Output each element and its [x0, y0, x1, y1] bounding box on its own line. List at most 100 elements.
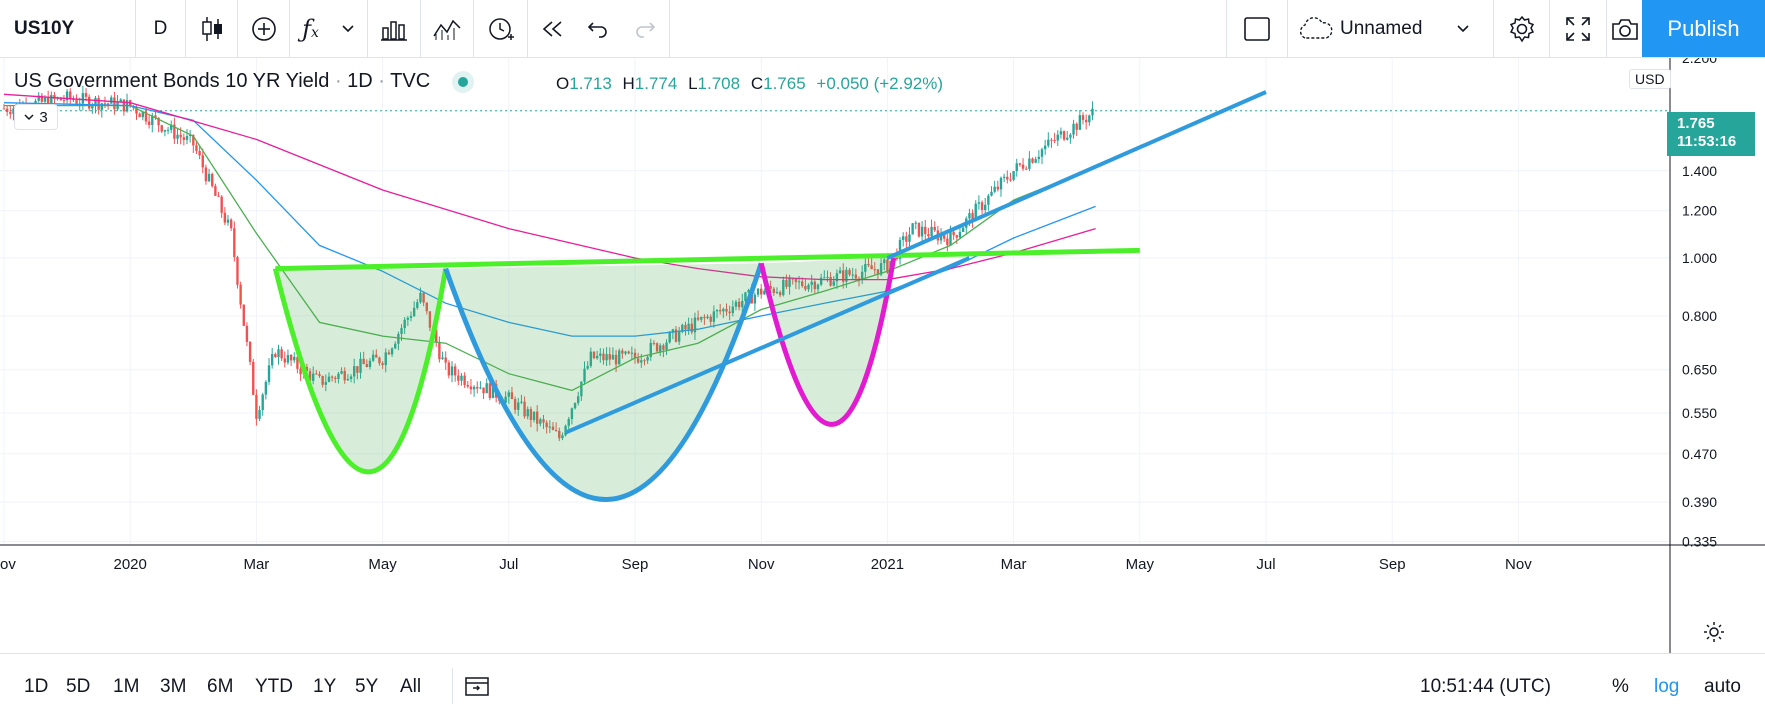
chart-type-button[interactable] [186, 0, 238, 57]
candle-body [1009, 179, 1012, 181]
range-button-5d[interactable]: 5D [66, 676, 91, 697]
axis-settings-button[interactable] [1670, 612, 1758, 652]
publish-button[interactable]: Publish [1642, 0, 1765, 57]
auto-scale-toggle[interactable]: auto [1704, 676, 1741, 697]
alert-button[interactable] [474, 0, 528, 57]
candle-body [286, 354, 290, 363]
candle-body [674, 329, 678, 342]
percent-scale-toggle[interactable]: % [1612, 676, 1629, 697]
range-button-ytd[interactable]: YTD [255, 676, 293, 697]
settings-button[interactable] [1494, 0, 1550, 57]
candle-body [611, 354, 615, 360]
candle-body [100, 103, 104, 110]
compare-button[interactable] [238, 0, 290, 57]
range-button-6m[interactable]: 6M [207, 676, 234, 697]
log-scale-toggle[interactable]: log [1654, 676, 1680, 697]
candle-body [201, 155, 204, 168]
chart-area[interactable]: 1.400 1.200 1.000 0.800 0.650 0.550 0.470 0.390… [0, 58, 1765, 653]
candle-body [1084, 119, 1088, 123]
candle-body [447, 362, 451, 376]
candle-body [144, 111, 148, 122]
close-label: C [750, 74, 764, 93]
candle-body [602, 353, 605, 361]
time-tick-label: Sep [622, 556, 649, 573]
candle-body [1043, 145, 1047, 150]
chevron-down-icon [24, 114, 34, 121]
utc-clock[interactable]: 10:51:44 (UTC) [1420, 676, 1551, 697]
financials-button[interactable] [368, 0, 421, 57]
indicators-button[interactable]: ƒx [290, 0, 368, 57]
candle-body [968, 213, 971, 219]
candle-body [37, 95, 40, 101]
redo-button[interactable] [620, 0, 670, 57]
candle-body [1088, 115, 1091, 123]
candle-body [97, 98, 100, 110]
candle-body [182, 137, 186, 140]
symbol-search[interactable]: US10Y [0, 0, 136, 57]
ohlc-values: O1.713 H1.774 L1.708 C1.765 +0.050 (+2.9… [556, 74, 943, 94]
candle-body [586, 365, 589, 369]
candle-body [914, 222, 917, 224]
indicators-collapse-toggle[interactable]: 3 [14, 104, 58, 130]
candle-body [422, 292, 425, 303]
interval-button[interactable]: D [136, 0, 186, 57]
range-button-3m[interactable]: 3M [160, 676, 187, 697]
candle-body [207, 173, 211, 182]
top-toolbar: US10Y D ƒx Unnamed [0, 0, 1765, 58]
candle-body [583, 368, 586, 382]
layout-name-button[interactable]: Unnamed [1288, 0, 1494, 57]
candle-body [942, 234, 946, 239]
range-button-all[interactable]: All [400, 676, 422, 697]
candle-body [712, 311, 716, 322]
undo-button[interactable] [576, 0, 620, 57]
layout-select-button[interactable] [1226, 0, 1288, 57]
candle-body [264, 381, 268, 395]
candle-body [371, 354, 375, 361]
range-button-1m[interactable]: 1M [113, 676, 140, 697]
snapshot-button[interactable] [1607, 0, 1642, 57]
fullscreen-icon [1566, 16, 1590, 41]
low-value: 1.708 [697, 74, 741, 93]
candle-body [1047, 139, 1050, 146]
candle-body [1018, 163, 1022, 165]
date-range-button[interactable] [452, 668, 501, 704]
candle-body [741, 300, 744, 308]
candle-body [958, 231, 962, 238]
last-price: 1.765 [1677, 115, 1715, 132]
candle-body [797, 281, 801, 283]
candle-body [106, 103, 110, 105]
candle-body [567, 419, 570, 426]
bar-countdown: 11:53:16 [1677, 133, 1737, 150]
candle-body [324, 381, 328, 385]
ma-slow-line [3, 93, 1096, 281]
time-tick-label: Sep [1379, 556, 1406, 573]
candle-body [671, 329, 675, 333]
candle-body [170, 124, 173, 130]
candle-body [718, 310, 722, 312]
candle-body [703, 316, 706, 319]
candle-body [179, 134, 182, 138]
candle-body [1075, 123, 1078, 130]
price-chart[interactable]: 1.400 1.200 1.000 0.800 0.650 0.550 0.470 0.390… [0, 58, 1765, 653]
templates-button[interactable] [421, 0, 474, 57]
candle-body [791, 278, 794, 280]
currency-label[interactable]: USD [1629, 69, 1671, 89]
candle-body [510, 392, 514, 400]
templates-icon [433, 19, 461, 40]
range-button-1d[interactable]: 1D [24, 676, 49, 697]
fullscreen-button[interactable] [1550, 0, 1607, 57]
candle-body [425, 302, 428, 312]
candle-body [823, 277, 826, 279]
chevron-down-icon [1457, 24, 1469, 32]
gear-icon [1509, 15, 1534, 42]
range-button-1y[interactable]: 1Y [313, 676, 337, 697]
candle-body [845, 269, 848, 282]
candle-body [971, 213, 974, 221]
candle-body [340, 371, 343, 374]
candle-body [987, 195, 990, 205]
candle-body [624, 351, 627, 354]
range-button-5y[interactable]: 5Y [355, 676, 379, 697]
replay-button[interactable] [528, 0, 576, 57]
candle-body [311, 373, 315, 381]
candle-body [744, 292, 747, 301]
